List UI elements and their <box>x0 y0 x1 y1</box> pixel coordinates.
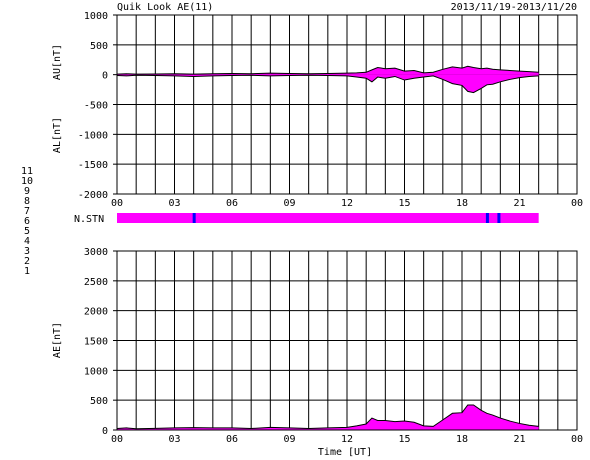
x-tick-label: 06 <box>226 434 238 445</box>
au-line <box>116 65 539 75</box>
legend-item-4: 4 <box>24 236 30 247</box>
legend-item-10: 10 <box>21 176 33 187</box>
plot-frame <box>116 14 578 195</box>
y-tick-label: 0 <box>102 426 108 437</box>
y-tick-label: 2500 <box>84 277 108 288</box>
chart-title: Quik Look AE(11) <box>117 2 213 13</box>
x-tick-label: 03 <box>168 198 180 209</box>
x-tick-label: 12 <box>341 434 353 445</box>
x-tick-label: 18 <box>456 434 468 445</box>
legend-item-7: 7 <box>24 206 30 217</box>
x-tick-label: 18 <box>456 198 468 209</box>
legend-item-6: 6 <box>24 216 30 227</box>
x-tick-label: 00 <box>571 434 583 445</box>
y-tick-label: -2000 <box>78 190 108 201</box>
y-tick-label: -500 <box>84 101 108 112</box>
x-tick-label: 12 <box>341 198 353 209</box>
ae-line <box>116 404 539 430</box>
y-tick-label: 1000 <box>84 366 108 377</box>
legend-item-9: 9 <box>24 186 30 197</box>
y-tick-label: 500 <box>90 396 108 407</box>
station-count-bar <box>117 213 539 223</box>
ae-area <box>117 404 539 430</box>
y-tick-label: 1500 <box>84 337 108 348</box>
x-tick-label: 09 <box>283 434 295 445</box>
legend-item-2: 2 <box>24 256 30 267</box>
legend-item-5: 5 <box>24 226 30 237</box>
x-tick-label: 06 <box>226 198 238 209</box>
ae-axis-label: AE[nT] <box>52 322 63 358</box>
plot-frame <box>116 250 578 431</box>
station-count-panel: N.STN <box>74 213 539 225</box>
al-axis-label: AL[nT] <box>52 117 63 153</box>
station-drop-marker <box>497 213 501 223</box>
y-tick-label: -1500 <box>78 160 108 171</box>
y-tick-label: 500 <box>90 41 108 52</box>
y-tick-label: 3000 <box>84 247 108 258</box>
al-line <box>116 74 539 94</box>
x-tick-label: 03 <box>168 434 180 445</box>
station-count-label: N.STN <box>74 214 104 225</box>
x-tick-label: 15 <box>398 198 410 209</box>
x-tick-label: 00 <box>111 434 123 445</box>
au-axis-label: AU[nT] <box>52 44 63 80</box>
date-range: 2013/11/19-2013/11/20 <box>451 2 577 13</box>
legend-item-3: 3 <box>24 246 30 257</box>
y-tick-label: 1000 <box>84 11 108 22</box>
x-tick-label: 00 <box>571 198 583 209</box>
station-drop-marker <box>192 213 196 223</box>
legend-item-1: 1 <box>24 266 30 277</box>
legend-item-11: 11 <box>21 166 33 177</box>
legend-item-8: 8 <box>24 196 30 207</box>
x-tick-label: 21 <box>513 434 525 445</box>
x-tick-label: 15 <box>398 434 410 445</box>
x-tick-label: 21 <box>513 198 525 209</box>
x-axis-label: Time [UT] <box>318 447 372 458</box>
x-tick-label: 09 <box>283 198 295 209</box>
y-tick-label: 0 <box>102 71 108 82</box>
y-tick-label: 2000 <box>84 307 108 318</box>
y-tick-label: -1000 <box>78 130 108 141</box>
station-drop-marker <box>485 213 489 223</box>
x-tick-label: 00 <box>111 198 123 209</box>
